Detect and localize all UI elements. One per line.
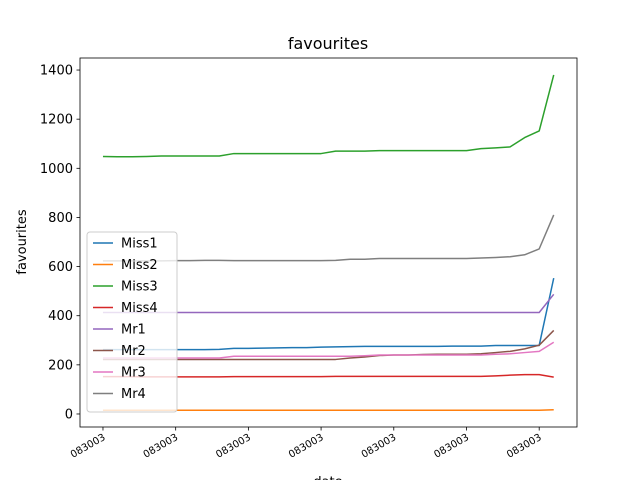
legend-label: Miss1 [121, 237, 158, 252]
legend-label: Miss4 [121, 301, 158, 316]
y-tick-label: 1400 [40, 64, 73, 79]
series-line [102, 293, 555, 314]
legend-label: Miss2 [121, 258, 158, 273]
legend-box [86, 231, 178, 413]
y-tick-label: 1000 [40, 162, 73, 177]
y-tick-label: 0 [65, 407, 73, 422]
legend-label: Miss3 [121, 280, 158, 295]
legend-label: Mr3 [121, 366, 146, 381]
y-tick-label: 600 [48, 260, 73, 275]
y-axis-label: favourites [15, 209, 30, 274]
y-tick-label: 800 [48, 211, 73, 226]
legend-label: Mr1 [121, 323, 146, 338]
plot-frame [79, 57, 578, 428]
series-line [102, 373, 554, 378]
series-line [102, 74, 555, 158]
series-line [102, 277, 555, 351]
series-line [102, 214, 555, 262]
chart-title: favourites [288, 34, 368, 53]
series-line [102, 341, 555, 359]
series-line [102, 329, 555, 361]
legend-label: Mr4 [121, 387, 146, 402]
y-tick-label: 1200 [40, 113, 73, 128]
legend-label: Mr2 [121, 344, 146, 359]
y-tick-label: 200 [48, 358, 73, 373]
x-axis-label: date [313, 475, 342, 480]
y-tick-label: 400 [48, 309, 73, 324]
